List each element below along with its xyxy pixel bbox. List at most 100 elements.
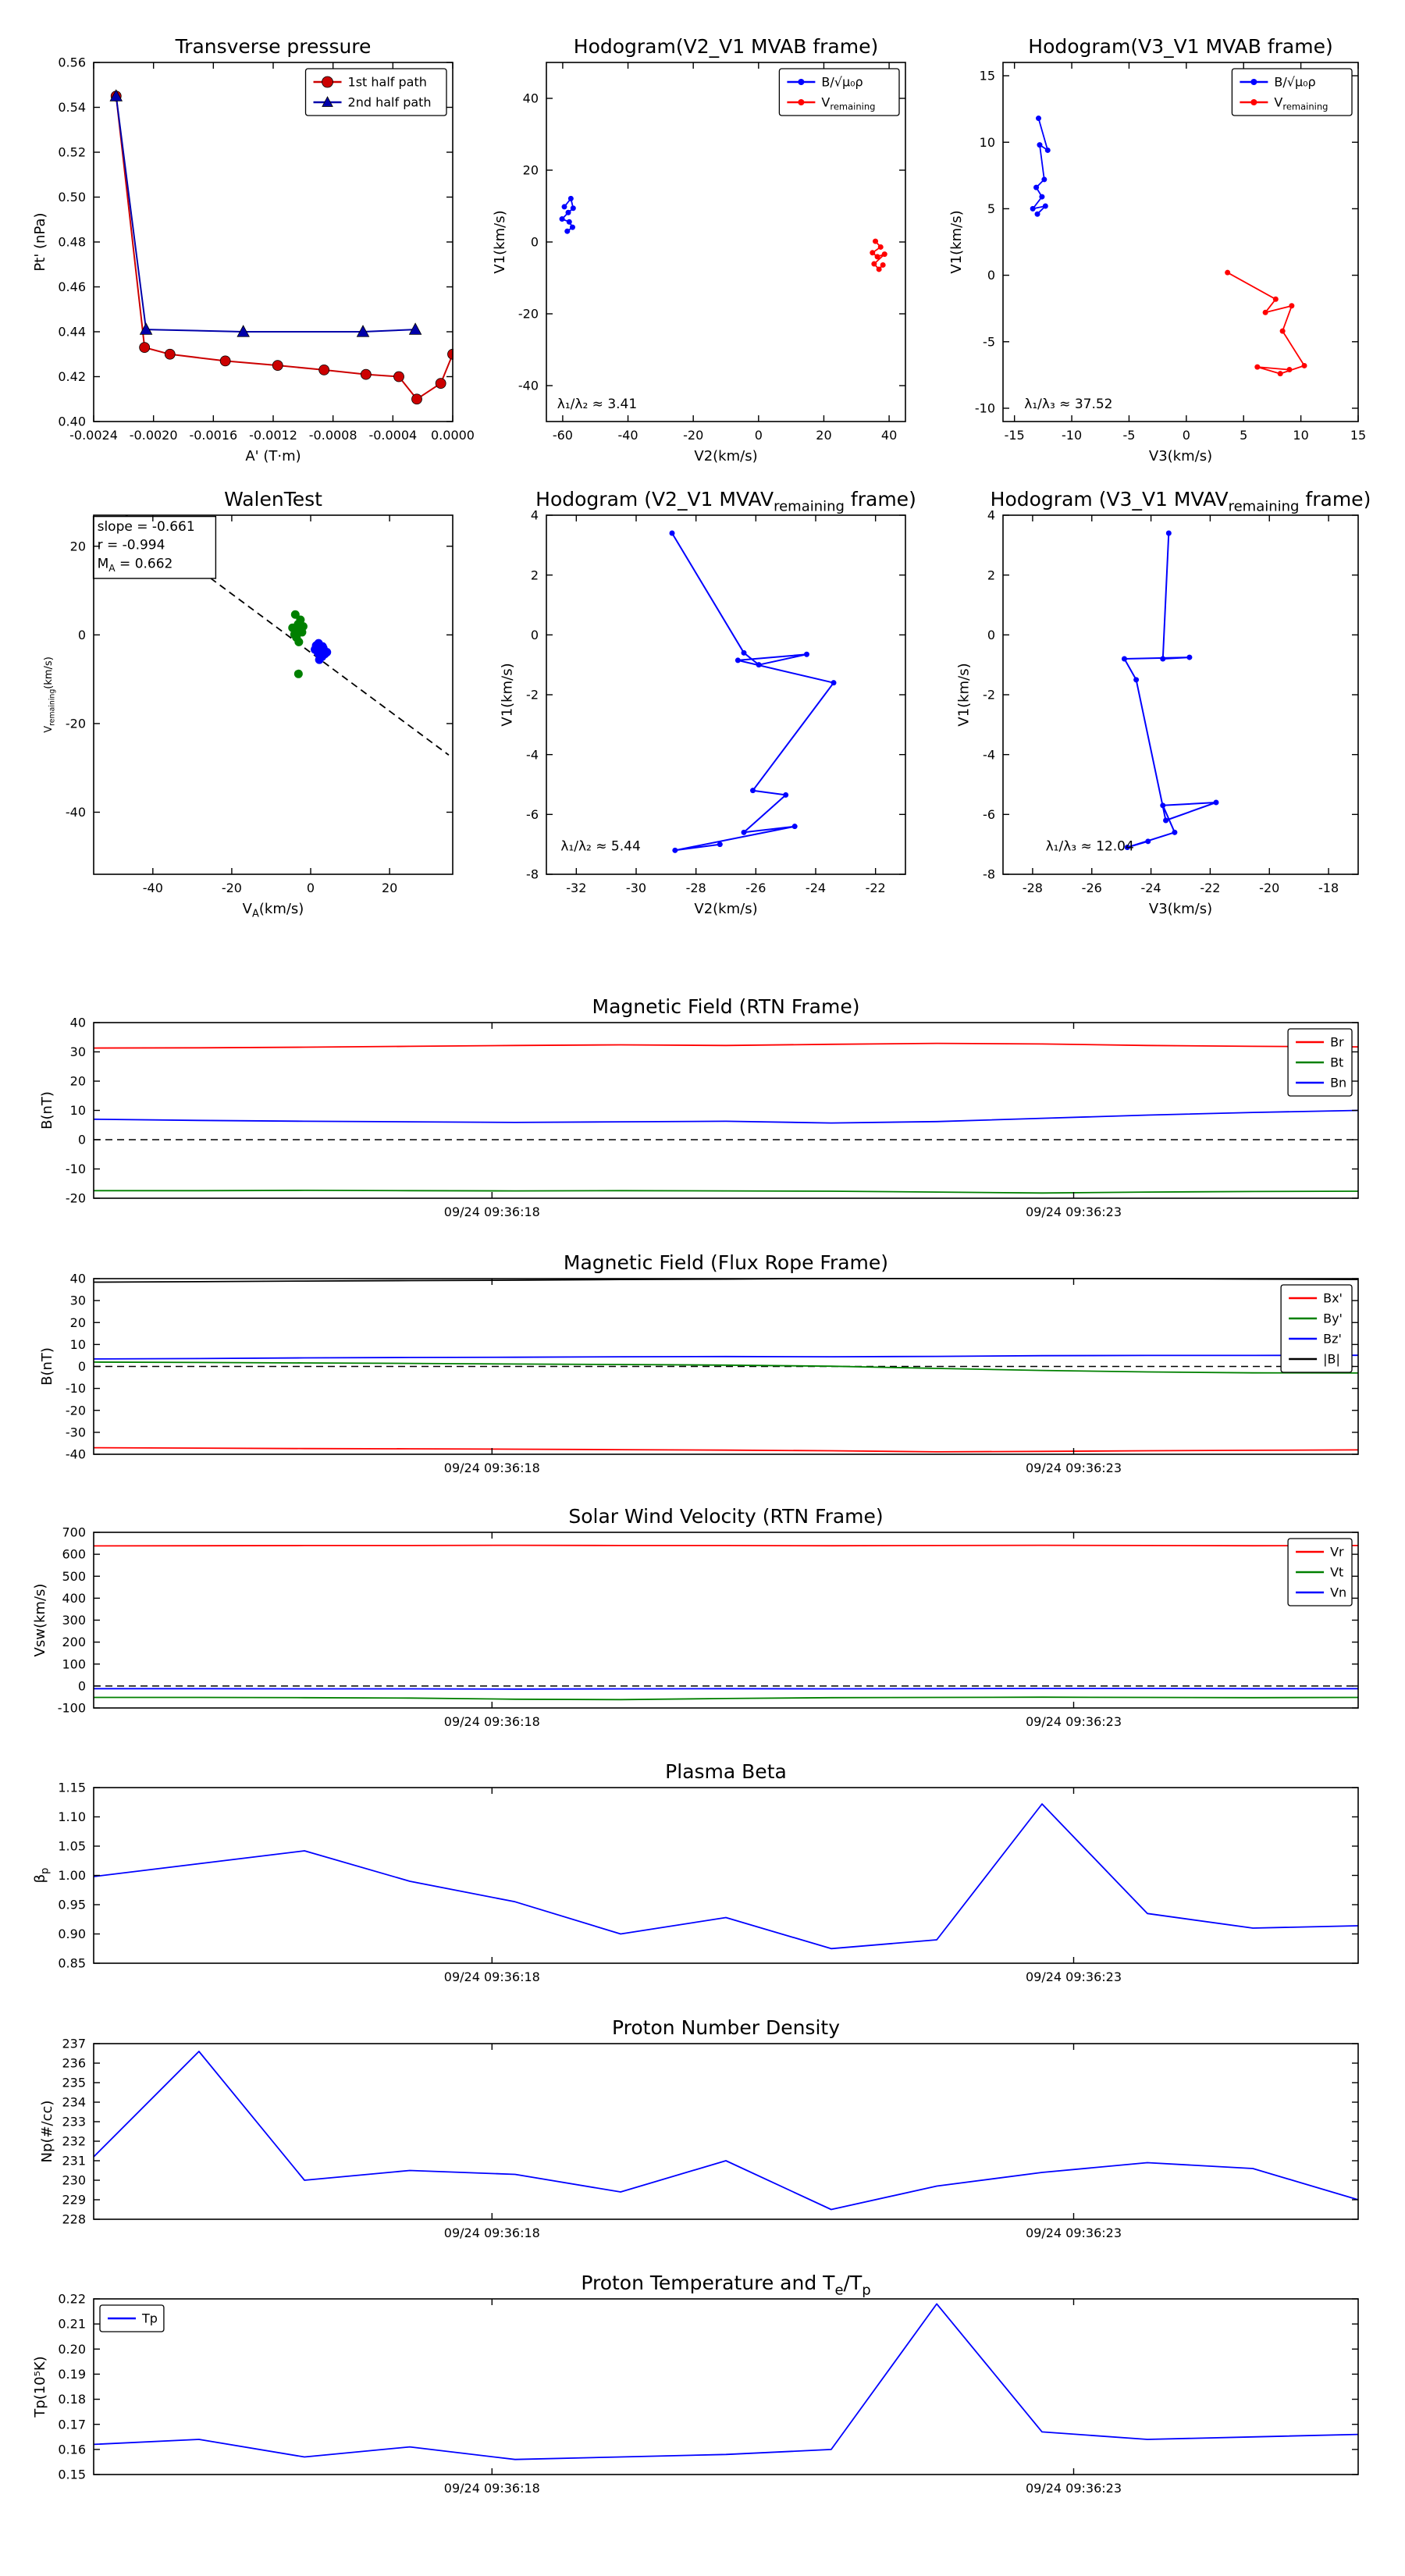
y-tick-label: 0 [78, 1359, 86, 1374]
dot-marker [1186, 654, 1193, 660]
series-line [94, 1190, 1359, 1194]
y-tick-label: 1.15 [58, 1781, 86, 1795]
legend-label: Vt [1330, 1565, 1343, 1580]
y-tick-label: -10 [66, 1381, 86, 1396]
dot-marker [1042, 203, 1048, 209]
series-by-prime [93, 1361, 1359, 1374]
dot-marker [1165, 530, 1172, 536]
y-tick-label: -20 [66, 1191, 86, 1206]
series-line [93, 1803, 1359, 1950]
dot-marker [735, 657, 741, 664]
dot-marker [1121, 656, 1127, 662]
y-axis-label: Tp(10⁵K) [32, 2356, 48, 2418]
plot-background [1003, 62, 1358, 422]
plot-background [94, 1023, 1358, 1198]
y-tick-label: 235 [62, 2076, 86, 2090]
x-tick-label: -24 [806, 881, 826, 895]
series-v-remaining [1225, 269, 1307, 377]
y-tick-label: 2 [987, 568, 995, 582]
legend-label: Bx' [1323, 1291, 1343, 1306]
plot-background [1003, 515, 1358, 874]
dot-marker [1213, 799, 1219, 806]
y-tick-label: 0 [78, 1678, 86, 1693]
legend-box [778, 68, 900, 116]
dot-marker [1272, 296, 1279, 302]
dot-marker [1225, 269, 1231, 276]
chart-hodogram-v3v1-mvav: λ₁/λ₃ ≈ 12.04-28 -26 -24 -22 -20 -18-8-6-4-20… [955, 488, 1371, 917]
x-tick-label: -40 [143, 881, 163, 895]
plot-background [546, 515, 905, 874]
series-bx-prime [93, 1446, 1359, 1453]
axes-frame [1002, 62, 1359, 422]
circle-marker [272, 360, 283, 372]
x-axis-label: V2(km/s) [694, 901, 757, 917]
x-tick-label: -24 [1141, 881, 1161, 895]
x-axis-label: V2(km/s) [694, 448, 757, 464]
x-tick-label: -32 [566, 881, 586, 895]
y-tick-label: 0.18 [58, 2392, 86, 2407]
y-tick-label: 232 [62, 2134, 86, 2149]
dot-marker [290, 610, 300, 619]
x-tick-label: 20 [816, 428, 831, 443]
annotation-text: r = -0.994 [98, 538, 165, 553]
dot-marker [756, 662, 762, 668]
chart-title: WalenTest [224, 488, 322, 511]
y-tick-label: 0.85 [58, 1956, 86, 1971]
dot-marker [1254, 364, 1261, 370]
y-tick-label: 0.16 [58, 2442, 86, 2457]
legend-label: Bt [1330, 1055, 1343, 1070]
series-b-alfven [559, 195, 576, 234]
series-velocity-path [669, 530, 837, 853]
chart-transverse-pressure: -0.0024 -0.0020 -0.0016 -0.0012 -0.0008 -0.00… [32, 35, 475, 464]
y-tick-label: 0.44 [58, 325, 86, 340]
y-tick-label: 20 [70, 539, 86, 553]
y-tick-label: -4 [983, 747, 995, 762]
dot-marker [1034, 211, 1040, 217]
x-axis-label: A' (T·m) [245, 448, 301, 464]
dot-marker [804, 651, 809, 657]
dot-marker [1160, 802, 1166, 809]
dot-marker [1289, 303, 1295, 309]
x-tick-label: 0 [1183, 428, 1190, 443]
dot-marker [1250, 99, 1257, 105]
y-tick-label: 20 [70, 1315, 86, 1330]
x-tick-label: -0.0024 [69, 428, 118, 443]
x-tick-label: -20 [1259, 881, 1279, 895]
y-tick-label: -4 [526, 747, 539, 762]
y-tick-label: 233 [62, 2115, 86, 2129]
circle-marker [318, 364, 330, 375]
triangle-marker [237, 325, 250, 337]
circle-marker [411, 393, 422, 405]
y-tick-label: 200 [62, 1635, 86, 1649]
chart-title: Plasma Beta [665, 1760, 787, 1783]
legend-label: Vremaining [1274, 95, 1328, 112]
y-tick-label: 4 [987, 508, 995, 523]
y-tick-label: 0.48 [58, 235, 86, 250]
dot-marker [1286, 367, 1293, 373]
series-first-half-points [288, 610, 308, 678]
x-tick-label: -0.0004 [368, 428, 417, 443]
y-tick-label: -10 [66, 1162, 86, 1176]
dot-marker [569, 224, 575, 230]
x-tick-label: 09/24 09:36:18 [444, 1461, 540, 1475]
y-tick-label: 0.90 [58, 1927, 86, 1941]
y-tick-label: 40 [523, 91, 539, 106]
series-np [93, 2051, 1359, 2211]
y-tick-label: -6 [526, 807, 539, 822]
legend-label: 2nd half path [348, 95, 432, 110]
x-axis-label: V3(km/s) [1149, 448, 1212, 464]
y-tick-label: 230 [62, 2173, 86, 2188]
triangle-marker [109, 89, 123, 101]
legend-label: Vr [1330, 1545, 1344, 1560]
x-tick-label: -28 [686, 881, 706, 895]
y-tick-label: 10 [70, 1337, 86, 1352]
series-line [93, 1109, 1359, 1124]
y-tick-label: 600 [62, 1547, 86, 1562]
y-tick-label: 10 [70, 1103, 86, 1118]
chart-mag-rtn: 09/24 09:36:18 09/24 09:36:23 -20 -10 0 10 20 3… [39, 995, 1359, 1219]
y-tick-label: 0 [78, 1133, 86, 1147]
x-tick-label: -0.0008 [309, 428, 357, 443]
chart-title: Hodogram (V2_V1 MVAVremaining frame) [535, 488, 916, 514]
legend-label: Bz' [1323, 1332, 1342, 1347]
series-tp [93, 2303, 1359, 2460]
